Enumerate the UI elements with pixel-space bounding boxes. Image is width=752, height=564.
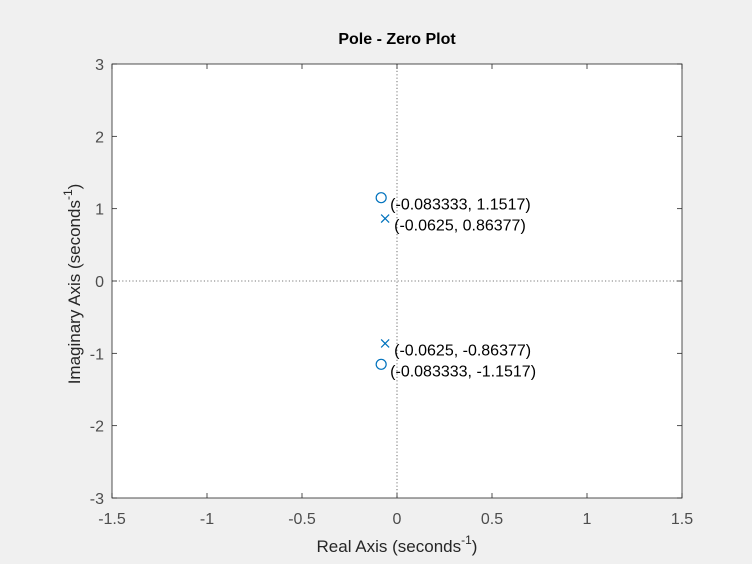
y-tick-label: 2 xyxy=(95,129,104,146)
x-axis-label-superscript: -1 xyxy=(461,533,472,547)
y-tick-label: -3 xyxy=(90,491,104,508)
x-tick-label: 0 xyxy=(393,511,402,528)
pole-data-label: (-0.0625, -0.86377) xyxy=(394,342,531,359)
zero-marker xyxy=(375,192,387,204)
zero-data-label: (-0.083333, 1.1517) xyxy=(390,197,531,214)
y-tick-label: 0 xyxy=(95,274,104,291)
x-tick-label: 1.5 xyxy=(671,511,693,528)
y-axis-label-close: ) xyxy=(65,184,84,190)
pole-zero-markers xyxy=(375,192,390,370)
y-axis-label-superscript: -1 xyxy=(61,189,75,200)
x-axis-label-close: ) xyxy=(472,537,478,556)
data-labels: (-0.083333, 1.1517) (-0.083333, -1.1517) (… xyxy=(390,197,536,381)
pole-marker-stroke xyxy=(380,214,390,223)
x-axis-label: Real Axis (seconds-1) xyxy=(317,533,478,556)
pole-marker xyxy=(380,339,390,348)
y-tick-label: -1 xyxy=(90,346,104,363)
x-tick-label: 1 xyxy=(583,511,592,528)
x-tick-label: -1 xyxy=(200,511,214,528)
y-tick-label: 1 xyxy=(95,202,104,219)
x-tick-label: -1.5 xyxy=(98,511,126,528)
y-tick-label: 3 xyxy=(95,57,104,74)
pole-marker xyxy=(380,214,390,223)
tick-labels: -1.5 -1 -0.5 0 0.5 1 1.5 -3 -2 -1 0 1 2 3 xyxy=(90,57,693,528)
zero-marker xyxy=(375,358,387,370)
zero-data-label: (-0.083333, -1.1517) xyxy=(390,363,536,380)
y-axis-label: Imaginary Axis (seconds-1) xyxy=(61,184,84,385)
y-axis-label-text: Imaginary Axis (seconds xyxy=(65,200,84,384)
zero-lines xyxy=(112,64,682,498)
x-tick-label: -0.5 xyxy=(288,511,316,528)
y-tick-label: -2 xyxy=(90,419,104,436)
pole-marker-stroke xyxy=(380,339,390,348)
axes-box xyxy=(111,63,683,499)
pole-data-label: (-0.0625, 0.86377) xyxy=(394,218,526,235)
x-tick-label: 0.5 xyxy=(481,511,503,528)
x-axis-label-text: Real Axis (seconds xyxy=(317,537,462,556)
chart-title: Pole - Zero Plot xyxy=(338,31,456,48)
